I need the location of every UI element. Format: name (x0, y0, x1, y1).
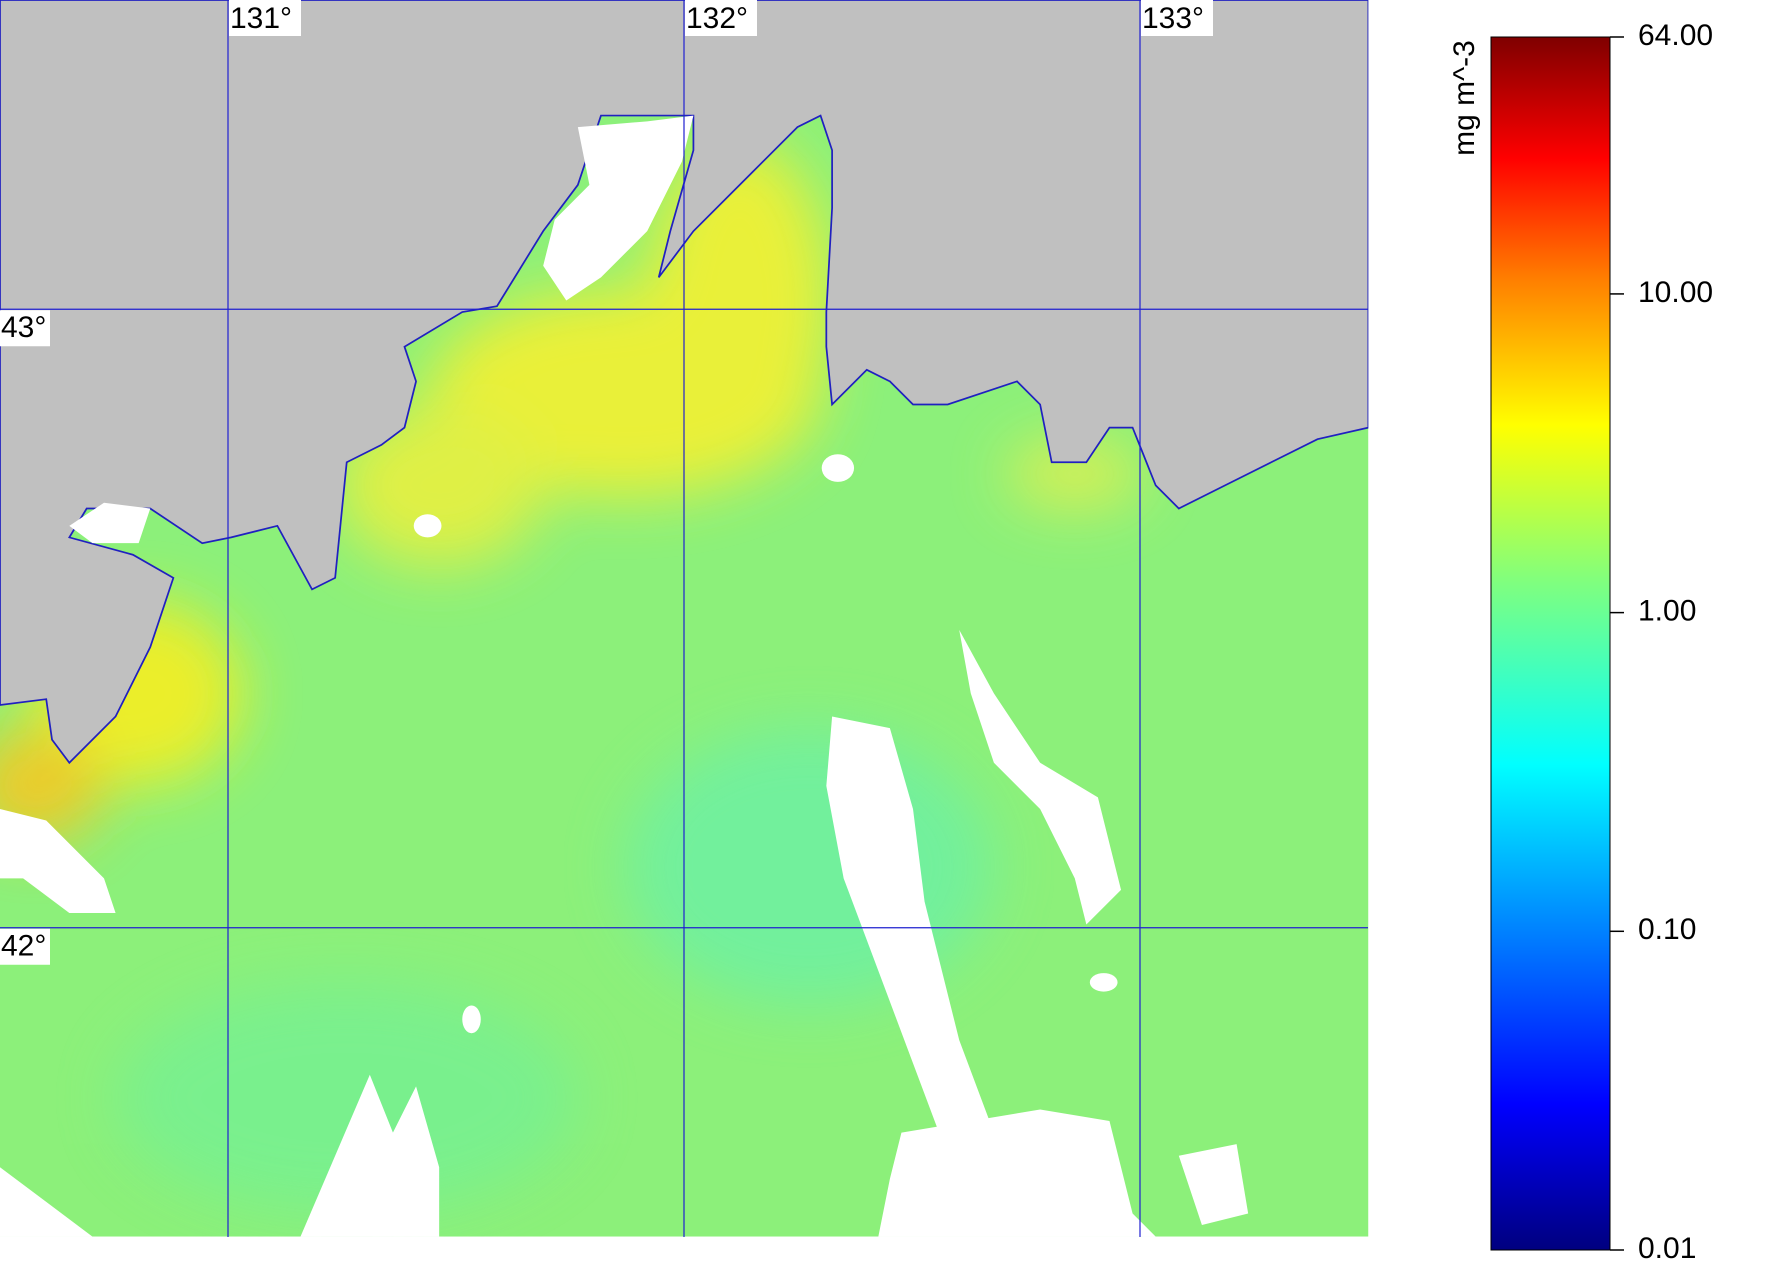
colorbar (1490, 36, 1611, 1251)
colorbar-tick-label: 64.00 (1638, 19, 1713, 52)
label-box (0, 310, 50, 347)
lon-label: 133° (1142, 2, 1204, 35)
label-box (685, 0, 757, 36)
lat-label: 42° (1, 930, 46, 963)
label-box (229, 0, 301, 36)
lon-label: 132° (686, 2, 748, 35)
colorbar-tick-label: 0.10 (1638, 913, 1696, 946)
colorbar-label: mg m^-3 (1448, 40, 1481, 156)
colorbar-tick-label: 10.00 (1638, 276, 1713, 309)
lat-label: 43° (1, 311, 46, 344)
label-box (0, 928, 50, 965)
lon-label: 131° (230, 2, 292, 35)
colorbar-tick-label: 1.00 (1638, 595, 1696, 628)
label-box (1141, 0, 1213, 36)
colorbar-tick-label: 0.01 (1638, 1232, 1696, 1265)
